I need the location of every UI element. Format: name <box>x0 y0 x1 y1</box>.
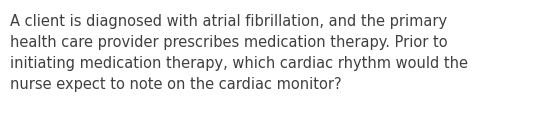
Text: A client is diagnosed with atrial fibrillation, and the primary
health care prov: A client is diagnosed with atrial fibril… <box>10 14 468 92</box>
